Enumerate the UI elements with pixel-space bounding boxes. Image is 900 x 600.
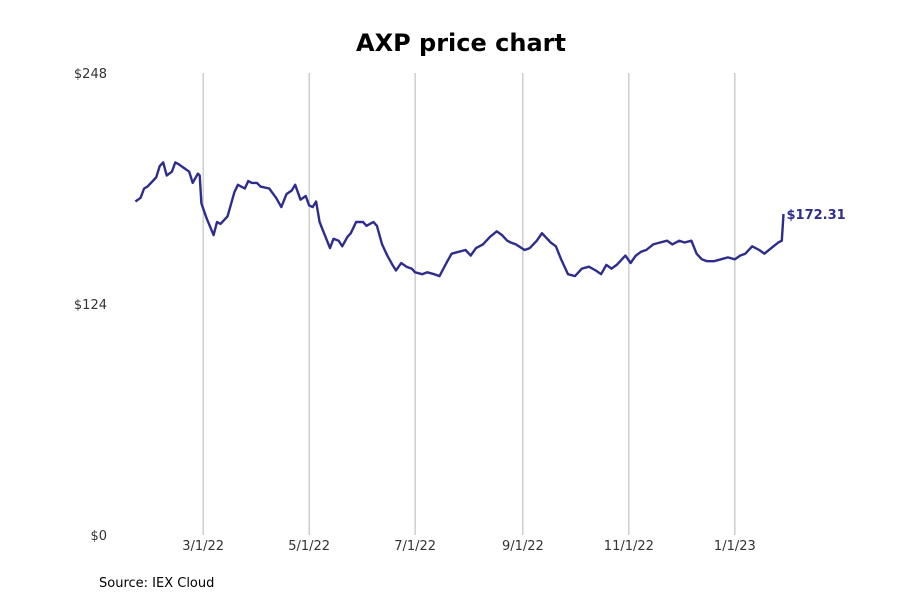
price-series-line [134, 161, 785, 278]
x-tick-label: 11/1/22 [604, 539, 654, 554]
chart-title: AXP price chart [356, 29, 566, 57]
y-axis-ticks: $0 $124 $248 [74, 67, 107, 544]
x-tick-label: 9/1/22 [502, 539, 544, 554]
y-tick-label: $248 [74, 67, 107, 82]
last-price-label: $172.31 [787, 208, 846, 223]
x-tick-label: 5/1/22 [288, 539, 330, 554]
x-tick-label: 1/1/23 [714, 539, 756, 554]
x-tick-label: 7/1/22 [394, 539, 436, 554]
x-tick-label: 3/1/22 [182, 539, 224, 554]
y-tick-label: $0 [90, 529, 107, 544]
source-note: Source: IEX Cloud [99, 576, 214, 591]
grid-lines [202, 73, 736, 535]
y-tick-label: $124 [74, 298, 107, 313]
x-axis-ticks: 3/1/22 5/1/22 7/1/22 9/1/22 11/1/22 1/1/23 [182, 539, 756, 554]
